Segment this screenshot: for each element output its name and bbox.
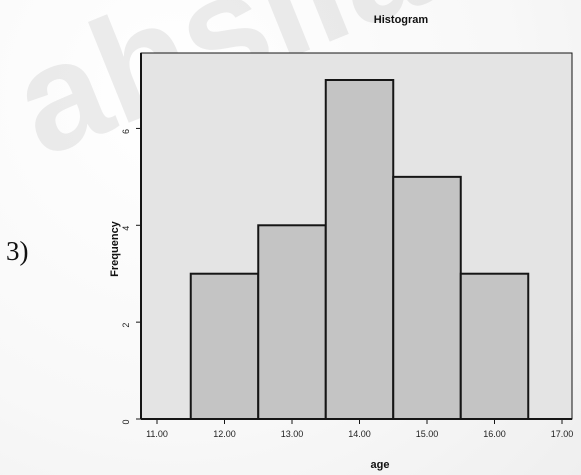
histogram-bar [324, 79, 395, 420]
y-tick-label: 2 [121, 323, 131, 328]
x-ticks-group: 11.00 12.00 13.00 14.00 15.00 16.00 17.00 [146, 419, 573, 439]
x-axis-title: age [371, 459, 390, 471]
x-tick-label: 12.00 [213, 429, 236, 439]
x-tick-label: 14.00 [348, 429, 371, 439]
x-tick-label: 17.00 [551, 429, 574, 439]
x-tick-label: 15.00 [416, 429, 439, 439]
bars-group [189, 79, 530, 421]
histogram-bar [459, 272, 530, 421]
histogram-bar [189, 272, 260, 421]
chart-title: Histogram [374, 14, 429, 26]
x-tick-label: 13.00 [281, 429, 304, 439]
y-tick-label: 6 [121, 129, 131, 134]
histogram-bar [392, 175, 462, 420]
x-tick-label: 11.00 [146, 429, 168, 439]
y-tick-label: 0 [121, 419, 131, 424]
y-ticks-group: 0 2 4 6 [121, 127, 141, 425]
question-number: 3) [6, 236, 29, 266]
y-axis-title: Frequency [109, 220, 121, 277]
histogram-bar [257, 224, 327, 420]
y-tick-label: 4 [121, 226, 131, 231]
x-tick-label: 16.00 [483, 429, 506, 439]
